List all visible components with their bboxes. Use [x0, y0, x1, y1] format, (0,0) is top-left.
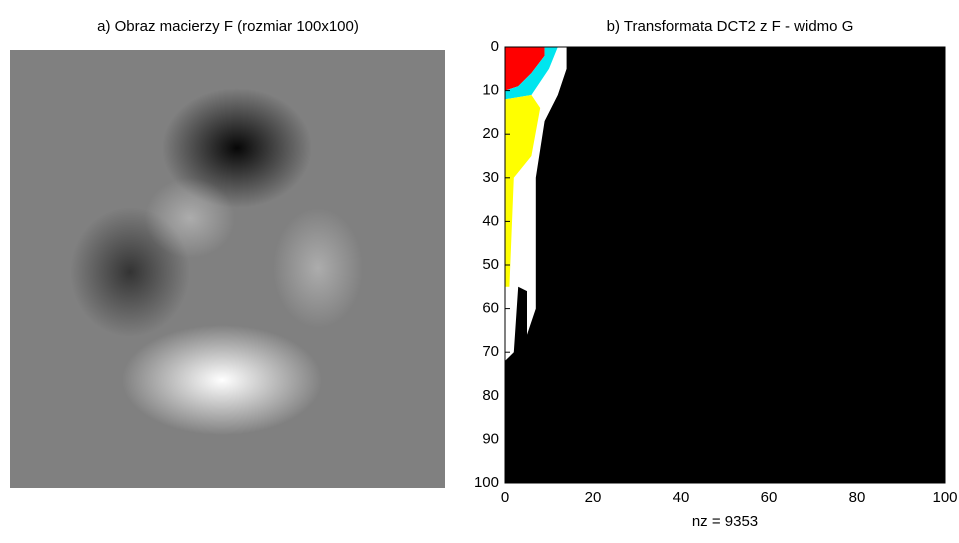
y-tick-label: 70 — [482, 343, 499, 360]
x-tick-label: 0 — [501, 489, 509, 506]
y-tick-label: 90 — [482, 430, 499, 447]
x-tick-label: 100 — [932, 489, 957, 506]
y-tick-label: 50 — [482, 256, 499, 273]
nonzero-region — [505, 47, 558, 100]
chart-title: a) Obraz macierzy F (rozmiar 100x100) — [97, 18, 359, 35]
image-blob — [145, 178, 235, 258]
image-blob — [162, 88, 312, 208]
x-tick-label: 60 — [761, 489, 778, 506]
chart-title: b) Transformata DCT2 z F - widmo G — [607, 18, 854, 35]
y-tick-label: 100 — [474, 474, 499, 491]
x-tick-label: 40 — [673, 489, 690, 506]
y-tick-label: 60 — [482, 300, 499, 317]
nonzero-region — [505, 47, 945, 483]
y-tick-label: 10 — [482, 82, 499, 99]
image-blob — [273, 208, 363, 328]
image-blob — [122, 325, 322, 435]
nonzero-region — [505, 47, 545, 91]
y-tick-label: 30 — [482, 169, 499, 186]
x-axis-label: nz = 9353 — [692, 513, 758, 530]
x-tick-label: 80 — [849, 489, 866, 506]
y-tick-label: 80 — [482, 387, 499, 404]
nonzero-region — [505, 94, 541, 287]
image-panel: a) Obraz macierzy F (rozmiar 100x100) — [10, 18, 445, 488]
y-tick-label: 20 — [482, 125, 499, 142]
y-tick-label: 40 — [482, 212, 499, 229]
x-tick-label: 20 — [585, 489, 602, 506]
y-tick-label: 0 — [491, 38, 499, 55]
